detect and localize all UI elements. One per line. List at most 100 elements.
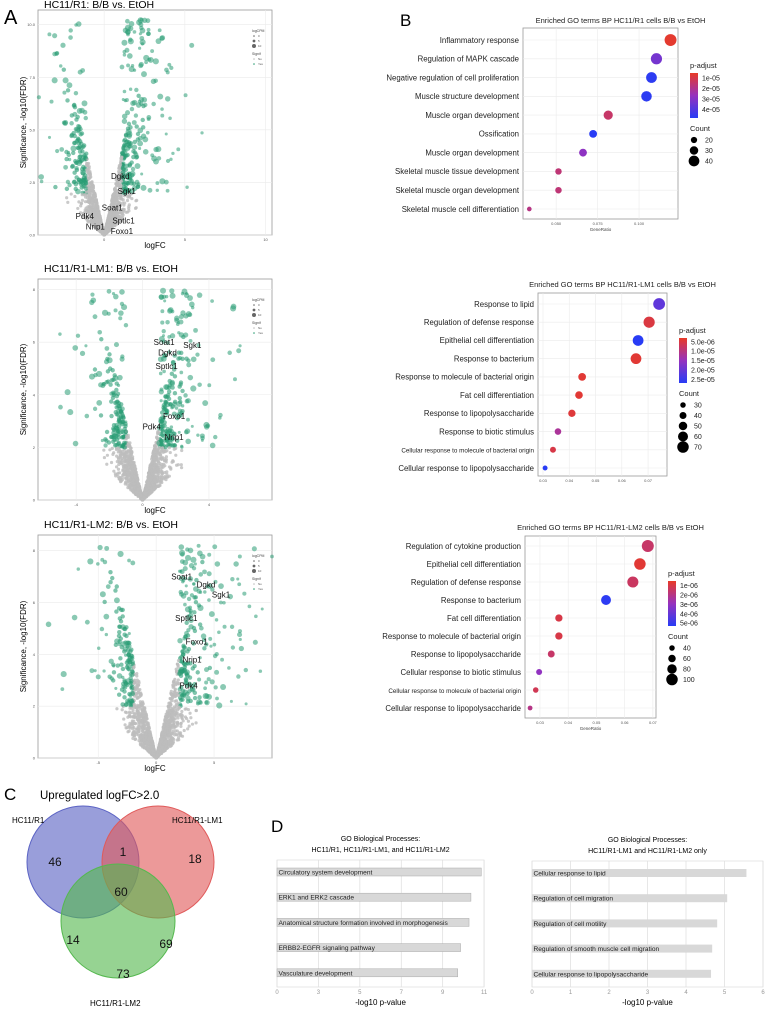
gene-label: Soat1 bbox=[171, 572, 192, 581]
term-dot bbox=[555, 186, 562, 194]
significant-point bbox=[202, 569, 207, 575]
y-tick-label: 10.0 bbox=[27, 22, 36, 27]
significant-point bbox=[193, 586, 199, 592]
nonsignificant-point bbox=[130, 733, 135, 737]
significant-point bbox=[164, 294, 169, 299]
significant-point bbox=[209, 679, 215, 685]
nonsignificant-point bbox=[155, 448, 159, 452]
nonsignificant-point bbox=[116, 446, 120, 450]
significant-point bbox=[236, 577, 240, 581]
nonsignificant-point bbox=[115, 707, 119, 711]
nonsignificant-point bbox=[133, 464, 137, 468]
significant-point bbox=[118, 316, 123, 321]
term-label: Muscle structure development bbox=[415, 92, 520, 101]
nonsignificant-point bbox=[137, 724, 141, 729]
significant-point bbox=[59, 147, 65, 152]
legend-label: 0 bbox=[258, 34, 260, 38]
significant-point bbox=[199, 433, 205, 439]
significant-point bbox=[71, 130, 76, 136]
significant-point bbox=[188, 562, 195, 569]
significant-point bbox=[164, 132, 168, 136]
significant-point bbox=[191, 641, 196, 646]
significant-point bbox=[196, 343, 201, 348]
nonsignificant-point bbox=[167, 736, 171, 740]
significant-point bbox=[116, 408, 121, 414]
significant-point bbox=[206, 677, 211, 682]
term-label: Muscle organ development bbox=[425, 111, 519, 120]
nonsignificant-point bbox=[144, 492, 148, 497]
significant-point bbox=[122, 695, 127, 700]
volcano-plot-3: -5 0 502468Soat1DgkdSgk1Sptlc1Foxo1Nrip1Pd… bbox=[19, 519, 274, 773]
significant-point bbox=[128, 87, 133, 91]
significant-point bbox=[138, 146, 142, 151]
significant-point bbox=[183, 576, 187, 581]
nonsignificant-point bbox=[139, 493, 143, 497]
significant-point bbox=[129, 188, 135, 194]
nonsignificant-point bbox=[123, 472, 127, 477]
significant-point bbox=[145, 130, 150, 135]
significant-point bbox=[81, 144, 86, 149]
y-tick-label: 6 bbox=[33, 340, 36, 345]
significant-point bbox=[202, 646, 207, 651]
nonsignificant-point bbox=[118, 165, 122, 169]
nonsignificant-point bbox=[166, 475, 170, 479]
significant-point bbox=[160, 414, 166, 421]
nonsignificant-point bbox=[168, 744, 172, 748]
nonsignificant-point bbox=[182, 728, 186, 733]
significant-point bbox=[218, 412, 223, 418]
significant-point bbox=[126, 180, 131, 186]
significant-point bbox=[219, 600, 223, 605]
nonsignificant-point bbox=[185, 716, 189, 721]
significant-point bbox=[84, 413, 90, 419]
significant-point bbox=[98, 413, 104, 418]
volcano-points bbox=[45, 543, 274, 760]
nonsignificant-point bbox=[146, 484, 150, 488]
significant-point bbox=[124, 420, 128, 424]
significant-point bbox=[138, 22, 144, 28]
significant-point bbox=[120, 174, 126, 180]
significant-point bbox=[180, 388, 185, 394]
significant-point bbox=[210, 357, 216, 363]
nonsignificant-point bbox=[105, 462, 109, 466]
significant-point bbox=[209, 644, 213, 648]
nonsignificant-point bbox=[144, 714, 148, 719]
significant-point bbox=[227, 593, 233, 600]
legend-label: Yes bbox=[258, 331, 263, 335]
legend-label: 5 bbox=[258, 564, 260, 568]
legend-color-key bbox=[253, 588, 255, 590]
nonsignificant-point bbox=[111, 196, 116, 201]
significant-point bbox=[186, 362, 192, 368]
term-label: Negative regulation of cell proliferatio… bbox=[386, 73, 519, 82]
significant-point bbox=[77, 144, 83, 149]
significant-point bbox=[68, 28, 73, 33]
significant-point bbox=[189, 301, 195, 308]
nonsignificant-point bbox=[131, 736, 135, 741]
nonsignificant-point bbox=[134, 490, 139, 494]
significant-point bbox=[76, 108, 83, 114]
nonsignificant-point bbox=[186, 719, 191, 723]
significant-point bbox=[74, 23, 78, 27]
significant-point bbox=[188, 624, 194, 630]
color-bar-label: 5.0e-06 bbox=[691, 339, 715, 346]
significant-point bbox=[162, 420, 167, 425]
x-tick-label: 5 bbox=[184, 237, 187, 242]
significant-point bbox=[76, 159, 83, 166]
significant-point bbox=[152, 58, 159, 65]
significant-point bbox=[238, 637, 242, 642]
gene-label: Nrip1 bbox=[165, 433, 185, 442]
significant-point bbox=[184, 398, 190, 404]
term-dot bbox=[653, 298, 666, 310]
significant-point bbox=[159, 35, 166, 41]
significant-point bbox=[130, 100, 136, 106]
significant-point bbox=[227, 666, 231, 670]
significant-point bbox=[115, 663, 120, 668]
legend-size-key bbox=[252, 44, 256, 48]
nonsignificant-point bbox=[147, 730, 151, 734]
nonsignificant-point bbox=[120, 215, 125, 219]
significant-point bbox=[65, 88, 71, 93]
significant-point bbox=[185, 649, 190, 654]
nonsignificant-point bbox=[171, 716, 176, 720]
significant-point bbox=[136, 93, 141, 99]
gene-label: Sptlc1 bbox=[112, 216, 135, 225]
